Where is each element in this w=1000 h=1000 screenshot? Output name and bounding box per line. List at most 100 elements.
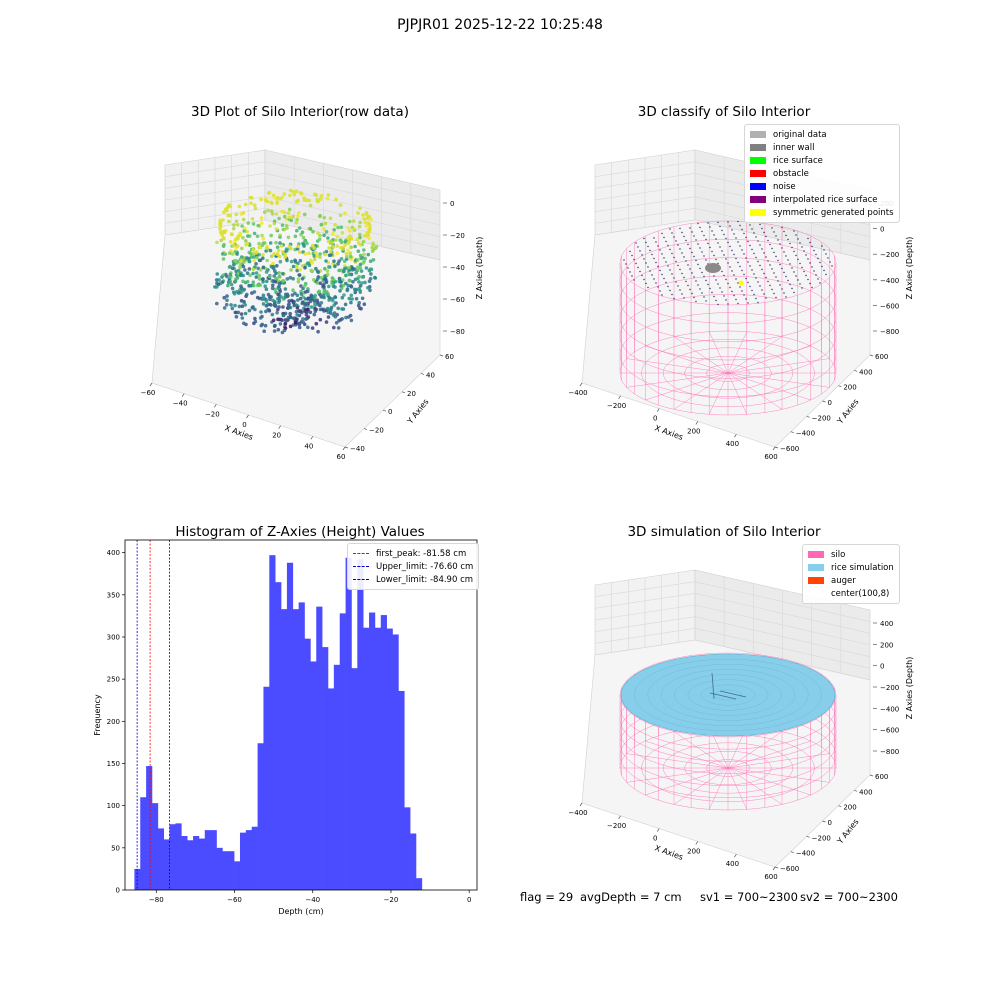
p3-bar (357, 559, 364, 890)
p1-point (277, 274, 282, 279)
p1-point (315, 197, 319, 202)
p1-point (357, 224, 362, 229)
p2-surface-point (633, 279, 635, 281)
p2-surface-point (697, 243, 699, 245)
p2-floor-spoke (673, 336, 729, 374)
p2-surface-point (647, 286, 649, 289)
p1-point (301, 286, 305, 291)
p4-rice-surface (620, 653, 836, 737)
p1-point (270, 286, 275, 291)
p2-surface-point (733, 274, 735, 276)
p2-surface-point (637, 266, 639, 269)
p2-surface-point (693, 276, 695, 278)
p1-point (310, 261, 315, 265)
p2-surface-point (661, 253, 663, 255)
p2-y-tick-mark (854, 370, 858, 372)
p2-legend-swatch (750, 196, 766, 203)
p2-surface-point (825, 273, 827, 276)
p1-point (363, 280, 367, 285)
p2-surface-point (737, 241, 739, 243)
p1-rim-point (222, 210, 226, 214)
p4-floor-spoke (727, 731, 783, 769)
p1-point (371, 246, 375, 250)
p1-point (345, 288, 350, 293)
p1-point (343, 302, 348, 307)
p1-point (350, 297, 354, 301)
p4-z-label: Z Axies (Depth) (905, 657, 914, 720)
p1-point (364, 224, 368, 228)
p2-surface-point (821, 245, 823, 247)
p2-surface-point (769, 243, 771, 246)
p3-bar (269, 555, 276, 890)
p1-y-tick-mark (382, 409, 387, 412)
p3-y-tick: 350 (107, 591, 120, 599)
p2-surface-point (673, 297, 675, 300)
p1-point (255, 295, 260, 300)
p1-point (359, 269, 364, 273)
p2-surface-point (789, 283, 791, 286)
p2-y-label: Y Axies (835, 397, 861, 426)
p2-surface-point (643, 278, 645, 281)
p4-rice-mesh-ring (701, 684, 755, 706)
p2-surface-point (661, 232, 663, 235)
p2-surface-point (667, 244, 669, 247)
p1-point (326, 315, 331, 319)
p2-surface-point (751, 269, 753, 271)
p3-bar (281, 609, 288, 890)
p1-y-tick: 20 (407, 390, 416, 398)
p1-point (219, 238, 223, 243)
p4-z-tick: −600 (880, 727, 899, 735)
p2-surface-point (823, 249, 825, 251)
p2-surface-point (823, 269, 825, 272)
p2-surface-point (731, 290, 733, 293)
p2-surface-point (723, 233, 725, 236)
p2-surface-point (787, 259, 789, 261)
p2-surface-point (669, 228, 671, 230)
p1-x-tick-mark (246, 414, 249, 419)
p1-point (339, 280, 343, 284)
p1-point (353, 244, 357, 249)
p1-point (335, 244, 339, 248)
p3-bar (392, 634, 399, 890)
p1-point (312, 278, 316, 282)
p1-point (222, 295, 226, 300)
p2-floor-spoke (727, 345, 811, 374)
p1-point (278, 289, 282, 294)
p1-y-tick-mark (420, 373, 425, 375)
p1-x-label: X Axies (223, 423, 254, 442)
p1-rim-point (251, 248, 255, 252)
p2-surface-point (697, 222, 699, 225)
p1-point (243, 311, 248, 316)
p1-point (331, 231, 335, 236)
p2-surface-point (749, 285, 751, 288)
p2-surface-point (683, 256, 685, 258)
p3-bar (140, 797, 147, 890)
p4-rice-mesh-ring (687, 679, 769, 711)
p2-surface-point (757, 260, 759, 263)
p1-point (271, 261, 275, 266)
p1-point (226, 283, 230, 288)
p2-surface-point (691, 251, 693, 254)
p1-point (234, 212, 239, 217)
p1-point (339, 257, 344, 261)
p1-point (325, 269, 330, 273)
p1-point (348, 219, 352, 224)
p1-z-tick: −60 (450, 296, 465, 304)
p3-bar (286, 562, 294, 890)
p1-point (258, 268, 263, 272)
p1-point (306, 307, 310, 312)
p3-bar (204, 830, 211, 890)
p2-surface-point (677, 285, 679, 287)
p3-bar (333, 664, 341, 890)
p1-point (359, 256, 363, 261)
p4-x-tick: 400 (726, 860, 739, 868)
p1-point (225, 298, 229, 302)
p1-rim-point (237, 204, 242, 209)
p2-x-tick: 600 (764, 453, 777, 461)
p1-point (270, 212, 275, 216)
p3-bar (239, 832, 247, 890)
p1-x-tick-mark (342, 446, 346, 451)
p2-surface-point (799, 262, 801, 265)
p1-point (316, 231, 320, 235)
p1-point (280, 318, 284, 322)
